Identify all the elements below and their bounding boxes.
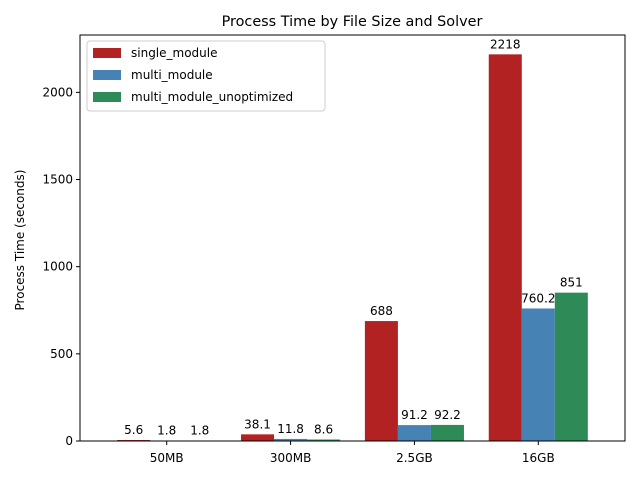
y-tick-label: 1000 — [42, 260, 73, 274]
bar-single_module-16GB — [489, 54, 522, 441]
value-label: 851 — [560, 276, 583, 290]
value-label: 91.2 — [401, 408, 428, 422]
value-label: 8.6 — [314, 423, 333, 437]
value-label: 2218 — [490, 37, 521, 51]
value-label: 11.8 — [277, 422, 304, 436]
legend-label: single_module — [131, 46, 218, 60]
value-label: 688 — [370, 304, 393, 318]
x-tick-label: 2.5GB — [396, 451, 433, 465]
y-tick-label: 500 — [50, 347, 73, 361]
bar-multi_module_unoptimized-16GB — [555, 293, 588, 441]
x-tick-label: 300MB — [270, 451, 312, 465]
value-label: 38.1 — [244, 417, 271, 431]
y-tick-label: 0 — [65, 434, 73, 448]
x-tick-label: 50MB — [150, 451, 184, 465]
bar-multi_module-16GB — [522, 308, 555, 441]
legend: single_module multi_module multi_module_un… — [87, 41, 325, 111]
value-label: 760.2 — [521, 291, 555, 305]
value-label: 1.8 — [190, 424, 209, 438]
bar-single_module-2.5GB — [365, 321, 398, 441]
bar-multi_module_unoptimized-2.5GB — [431, 425, 464, 441]
bar-single_module-300MB — [241, 434, 274, 441]
y-tick-label: 2000 — [42, 85, 73, 99]
value-label: 5.6 — [124, 423, 143, 437]
y-tick-label: 1500 — [42, 173, 73, 187]
y-axis-label: Process Time (seconds) — [13, 170, 27, 311]
bar-multi_module-2.5GB — [398, 425, 431, 441]
legend-swatch — [93, 48, 121, 58]
legend-swatch — [93, 70, 121, 80]
chart-title: Process Time by File Size and Solver — [222, 14, 483, 30]
value-label: 92.2 — [434, 408, 461, 422]
value-label: 1.8 — [157, 424, 176, 438]
legend-swatch — [93, 92, 121, 102]
x-tick-label: 16GB — [522, 451, 555, 465]
legend-label: multi_module_unoptimized — [131, 90, 293, 104]
legend-label: multi_module — [131, 68, 213, 82]
